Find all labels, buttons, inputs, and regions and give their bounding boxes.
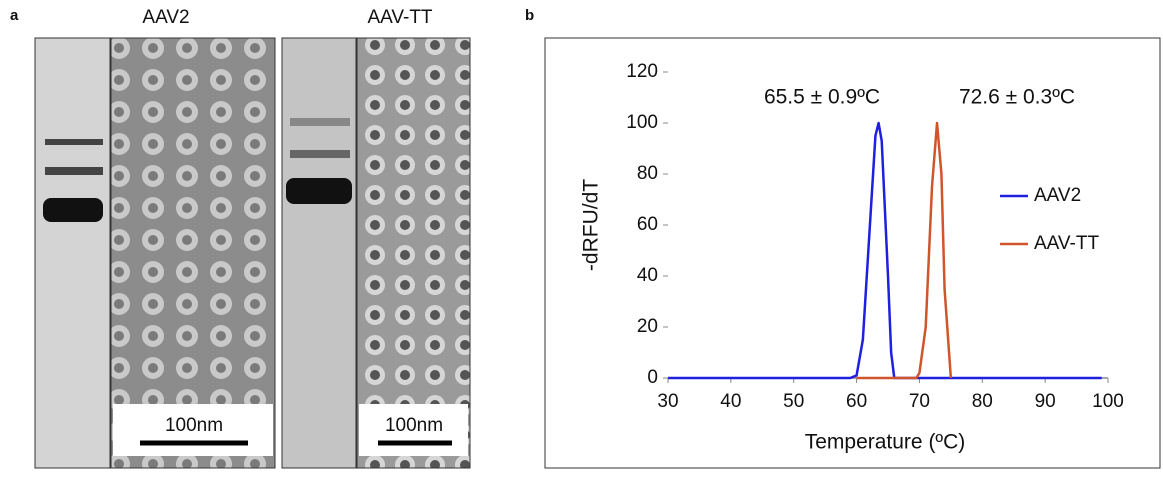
y-tick-label: 0 bbox=[647, 367, 658, 388]
x-tick-label: 40 bbox=[720, 391, 741, 412]
panel-label: b bbox=[525, 7, 534, 24]
x-tick-label: 70 bbox=[909, 391, 930, 412]
x-tick-label: 60 bbox=[846, 391, 867, 412]
scale-bar-label: 100nm bbox=[385, 415, 443, 436]
y-axis-label: -dRFU/dT bbox=[580, 179, 603, 271]
x-tick-label: 30 bbox=[657, 391, 678, 412]
y-tick-label: 80 bbox=[637, 163, 658, 184]
micrograph bbox=[34, 37, 276, 469]
chart-frame bbox=[544, 37, 1161, 469]
y-tick-label: 20 bbox=[637, 316, 658, 337]
legend-label: AAV-TT bbox=[1034, 233, 1099, 254]
data-line bbox=[668, 121, 1102, 380]
annotation: 65.5 ± 0.9ºC bbox=[764, 86, 880, 109]
x-axis-label: Temperature (ºC) bbox=[805, 431, 966, 454]
legend-label: AAV2 bbox=[1034, 185, 1081, 206]
data-line bbox=[856, 121, 953, 380]
x-tick-label: 90 bbox=[1035, 391, 1056, 412]
image-title: AAV2 bbox=[142, 7, 189, 28]
y-tick-label: 120 bbox=[626, 61, 658, 82]
x-tick-label: 80 bbox=[972, 391, 993, 412]
y-tick-label: 100 bbox=[626, 112, 658, 133]
scale-bar-label: 100nm bbox=[165, 415, 223, 436]
panel-label: a bbox=[10, 7, 19, 24]
y-tick-label: 40 bbox=[637, 265, 658, 286]
image-title: AAV-TT bbox=[367, 7, 432, 28]
x-tick-label: 50 bbox=[783, 391, 804, 412]
x-tick-label: 100 bbox=[1092, 391, 1124, 412]
micrograph bbox=[281, 37, 471, 469]
y-tick-label: 60 bbox=[637, 214, 658, 235]
annotation: 72.6 ± 0.3ºC bbox=[959, 86, 1075, 109]
